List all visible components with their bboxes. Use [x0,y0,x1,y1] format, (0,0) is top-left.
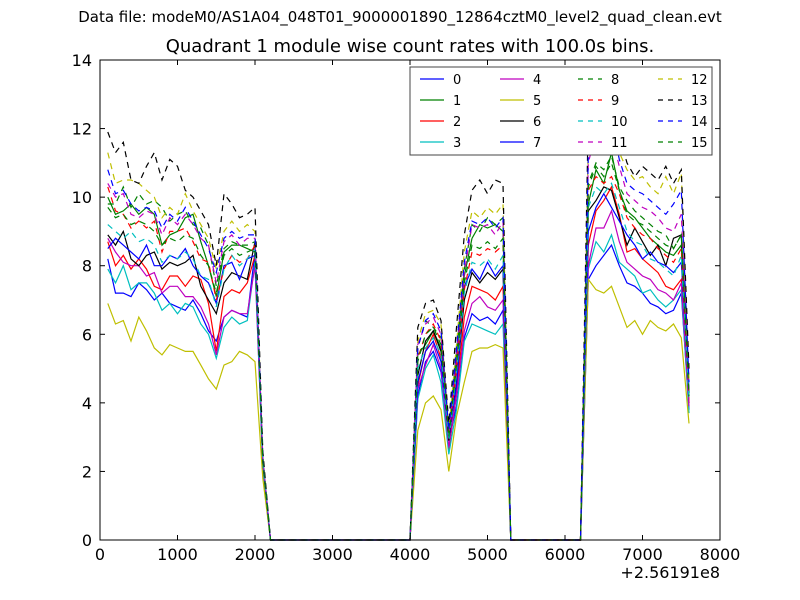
legend-label-5: 5 [533,94,541,109]
series-line-5 [107,277,690,541]
legend-label-0: 0 [453,73,461,88]
legend-label-7: 7 [533,136,541,151]
data-file-suptitle: Data file: modeM0/AS1A04_048T01_90000018… [78,8,722,26]
y-tick-label: 6 [82,325,92,344]
series-lines-group [107,92,690,541]
legend-label-13: 13 [691,94,708,109]
y-tick-label: 14 [72,51,92,70]
series-line-9 [107,175,690,541]
legend-label-3: 3 [453,136,461,151]
legend-label-9: 9 [611,94,619,109]
series-line-12 [107,109,690,541]
x-tick-label: 5000 [467,545,508,564]
series-line-2 [107,185,690,541]
legend-label-14: 14 [691,115,708,130]
x-tick-label: 0 [95,545,105,564]
legend-label-11: 11 [611,136,628,151]
legend-label-10: 10 [611,115,628,130]
y-tick-label: 12 [72,120,92,139]
y-tick-label: 2 [82,462,92,481]
series-line-3 [107,233,690,541]
series-line-1 [107,152,690,541]
x-tick-label: 2000 [235,545,276,564]
x-tick-label: 8000 [700,545,741,564]
x-tick-label: 6000 [545,545,586,564]
y-tick-label: 4 [82,394,92,413]
chart-title: Quadrant 1 module wise count rates with … [165,36,655,57]
legend-label-15: 15 [691,136,708,151]
series-line-14 [107,119,690,541]
series-line-11 [107,130,690,541]
legend-label-1: 1 [453,94,461,109]
legend-label-6: 6 [533,115,541,130]
legend-box [409,66,713,156]
x-tick-label: 1000 [157,545,198,564]
axes-group: 0 1000 2000 3000 4000 5000 6000 7000 80000246810… [72,51,741,564]
x-tick-label: 4000 [390,545,431,564]
series-line-0 [107,243,690,541]
legend-label-12: 12 [691,73,708,88]
legend-label-2: 2 [453,115,461,130]
x-tick-label: 7000 [622,545,663,564]
series-line-4 [107,209,690,541]
x-offset-label: +2.56191e8 [620,563,720,582]
x-tick-label: 3000 [312,545,353,564]
series-line-10 [107,182,690,541]
legend-label-4: 4 [533,73,541,88]
y-tick-label: 8 [82,257,92,276]
y-tick-label: 0 [82,531,92,550]
series-line-13 [107,92,690,541]
series-line-6 [107,186,690,541]
legend-label-8: 8 [611,73,619,88]
y-tick-label: 10 [72,188,92,207]
series-line-15 [107,161,690,541]
